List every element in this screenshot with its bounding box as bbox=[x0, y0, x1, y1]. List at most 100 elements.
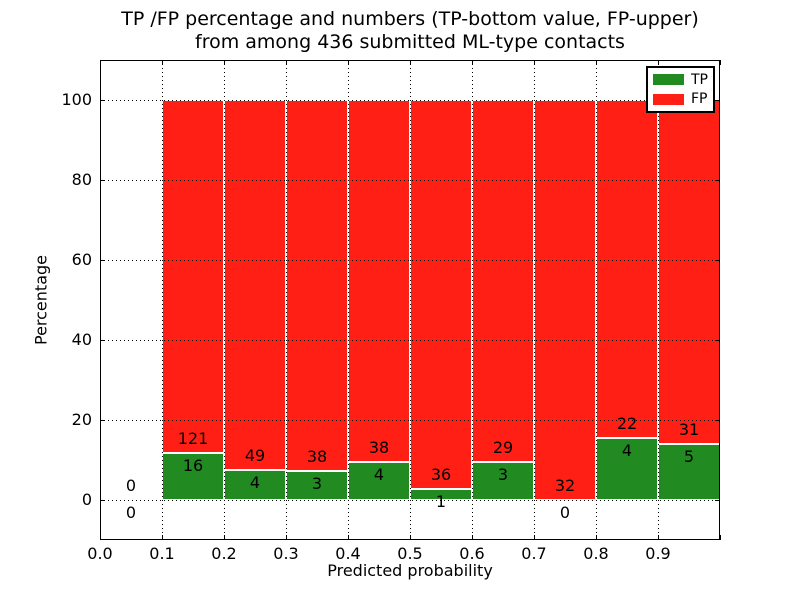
tick-x-bottom bbox=[162, 535, 163, 540]
bar-label-tp-0: 0 bbox=[125, 503, 137, 522]
gridline-v-0.3 bbox=[286, 60, 287, 540]
legend-label-tp: TP bbox=[691, 71, 708, 88]
x-tick-label-0.1: 0.1 bbox=[149, 544, 175, 563]
tick-x-top bbox=[224, 60, 225, 65]
bar-fp-2 bbox=[224, 100, 286, 470]
legend-label-fp: FP bbox=[691, 91, 708, 108]
tick-x-bottom bbox=[348, 535, 349, 540]
y-tick-label-20: 20 bbox=[71, 410, 92, 429]
bar-fp-9 bbox=[658, 100, 720, 445]
bar-label-fp-3: 38 bbox=[306, 446, 328, 466]
x-tick-label-0.3: 0.3 bbox=[273, 544, 299, 563]
x-tick-label-0.2: 0.2 bbox=[211, 544, 237, 563]
bar-label-fp-4: 38 bbox=[368, 437, 390, 457]
bar-label-fp-6: 29 bbox=[492, 438, 514, 458]
tick-x-top bbox=[162, 60, 163, 65]
bar-tp-2 bbox=[224, 469, 286, 500]
x-tick-label-0.9: 0.9 bbox=[645, 544, 671, 563]
gridline-v-0.9 bbox=[658, 60, 659, 540]
tick-y-right bbox=[715, 180, 720, 181]
gridline-v-0.6 bbox=[472, 60, 473, 540]
chart-title-line1: TP /FP percentage and numbers (TP-bottom… bbox=[121, 8, 699, 30]
bar-fp-4 bbox=[348, 100, 410, 462]
legend-item-tp: TP bbox=[653, 73, 713, 87]
gridline-v-0.8 bbox=[596, 60, 597, 540]
tick-x-top bbox=[720, 60, 721, 65]
x-tick-label-0.7: 0.7 bbox=[521, 544, 547, 563]
bar-label-fp-0: 0 bbox=[125, 476, 137, 495]
tick-x-bottom bbox=[224, 535, 225, 540]
bar-label-tp-7: 0 bbox=[559, 503, 571, 522]
tick-y-right bbox=[715, 420, 720, 421]
tick-x-top bbox=[410, 60, 411, 65]
tick-y-left bbox=[100, 420, 105, 421]
bar-fp-5 bbox=[410, 100, 472, 490]
tick-x-top bbox=[534, 60, 535, 65]
x-tick-label-0.0: 0.0 bbox=[87, 544, 113, 563]
tick-x-bottom bbox=[100, 535, 101, 540]
y-tick-label-60: 60 bbox=[71, 250, 92, 269]
tick-y-left bbox=[100, 500, 105, 501]
tick-x-bottom bbox=[658, 535, 659, 540]
bar-label-fp-7: 32 bbox=[554, 476, 576, 495]
bar-fp-1 bbox=[162, 100, 224, 454]
y-tick-label-0: 0 bbox=[81, 490, 92, 509]
tick-y-left bbox=[100, 180, 105, 181]
bar-label-fp-2: 49 bbox=[244, 445, 266, 465]
tick-x-bottom bbox=[720, 535, 721, 540]
bar-fp-3 bbox=[286, 100, 348, 471]
tick-x-bottom bbox=[472, 535, 473, 540]
x-axis-label: Predicted probability bbox=[327, 561, 493, 580]
tick-x-bottom bbox=[286, 535, 287, 540]
chart-title: TP /FP percentage and numbers (TP-bottom… bbox=[121, 8, 699, 54]
x-tick-label-0.5: 0.5 bbox=[397, 544, 423, 563]
tick-x-top bbox=[596, 60, 597, 65]
bar-tp-9 bbox=[658, 444, 720, 500]
legend: TP FP bbox=[646, 66, 715, 113]
chart-title-line2: from among 436 submitted ML-type contact… bbox=[195, 31, 625, 53]
y-tick-label-40: 40 bbox=[71, 330, 92, 349]
bar-label-tp-4: 4 bbox=[373, 464, 385, 484]
bar-label-tp-3: 3 bbox=[311, 473, 323, 493]
tick-y-right bbox=[715, 340, 720, 341]
gridline-v-0.7 bbox=[534, 60, 535, 540]
gridline-v-0.1 bbox=[162, 60, 163, 540]
tick-x-top bbox=[658, 60, 659, 65]
bar-label-fp-1: 121 bbox=[177, 429, 209, 449]
gridline-v-0.2 bbox=[224, 60, 225, 540]
x-tick-label-0.4: 0.4 bbox=[335, 544, 361, 563]
legend-item-fp: FP bbox=[653, 92, 713, 106]
tick-x-bottom bbox=[596, 535, 597, 540]
bar-fp-6 bbox=[472, 100, 534, 463]
tick-x-top bbox=[100, 60, 101, 65]
gridline-v-0.5 bbox=[410, 60, 411, 540]
bar-label-tp-6: 3 bbox=[497, 465, 509, 485]
bar-tp-8 bbox=[596, 438, 658, 500]
tick-x-top bbox=[348, 60, 349, 65]
tick-x-bottom bbox=[534, 535, 535, 540]
bar-label-fp-5: 36 bbox=[430, 465, 452, 485]
y-tick-label-100: 100 bbox=[61, 90, 92, 109]
tick-y-right bbox=[715, 100, 720, 101]
tick-x-bottom bbox=[410, 535, 411, 540]
y-tick-label-80: 80 bbox=[71, 170, 92, 189]
legend-swatch-fp bbox=[653, 93, 684, 105]
bar-label-tp-1: 16 bbox=[182, 456, 204, 476]
tick-y-right bbox=[715, 500, 720, 501]
bar-fp-7 bbox=[534, 100, 596, 500]
bar-fp-8 bbox=[596, 100, 658, 439]
x-tick-label-0.6: 0.6 bbox=[459, 544, 485, 563]
tick-x-top bbox=[286, 60, 287, 65]
tick-y-left bbox=[100, 100, 105, 101]
plot-area: 0 0 121 16 49 4 38 3 38 4 36 1 29 3 32 0 22 4 31 5 TP FP bbox=[100, 60, 721, 540]
bar-label-tp-8: 4 bbox=[621, 441, 633, 461]
gridline-v-0.4 bbox=[348, 60, 349, 540]
legend-swatch-tp bbox=[653, 74, 684, 86]
bar-label-fp-9: 31 bbox=[678, 420, 700, 440]
bar-label-tp-5: 1 bbox=[435, 492, 447, 512]
tick-y-right bbox=[715, 260, 720, 261]
tick-y-left bbox=[100, 260, 105, 261]
bar-tp-1 bbox=[162, 453, 224, 500]
bar-label-tp-9: 5 bbox=[683, 447, 695, 467]
